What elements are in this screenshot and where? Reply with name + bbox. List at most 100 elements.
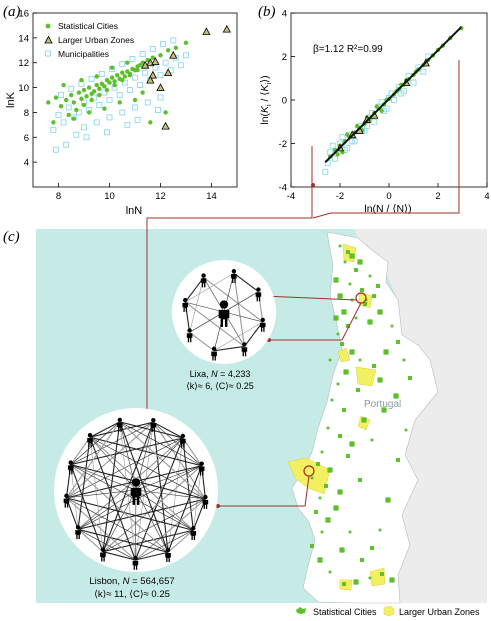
municipality-point bbox=[53, 146, 59, 153]
map-city-blob bbox=[328, 570, 332, 574]
person-icon bbox=[100, 547, 106, 562]
network-edge bbox=[89, 421, 121, 438]
statistical-city-point bbox=[173, 45, 178, 50]
network-edge bbox=[89, 436, 206, 500]
map-city-blob bbox=[317, 557, 323, 563]
municipality-point bbox=[63, 141, 70, 148]
statistical-city-point bbox=[58, 104, 64, 109]
statistical-city-point bbox=[92, 89, 97, 94]
map-city-blob bbox=[370, 438, 374, 442]
map-city-blob bbox=[338, 434, 342, 438]
network-edge bbox=[89, 436, 202, 467]
map-city-blob bbox=[337, 293, 343, 299]
municipality-point bbox=[420, 68, 427, 75]
statistical-city-point bbox=[63, 97, 69, 103]
statistical-city-point bbox=[107, 80, 112, 85]
statistical-city-point bbox=[354, 123, 360, 129]
municipality-point bbox=[371, 118, 378, 125]
map-city-blob bbox=[348, 282, 352, 286]
municipality-point bbox=[160, 41, 167, 48]
larger-urban-zone-point bbox=[148, 70, 158, 79]
network-edge bbox=[167, 465, 203, 553]
person-icon bbox=[67, 460, 74, 475]
network-edge bbox=[182, 437, 194, 531]
municipality-point bbox=[329, 142, 336, 149]
map-city-blob bbox=[346, 250, 350, 254]
person-icon bbox=[130, 478, 142, 505]
person-icon bbox=[202, 494, 209, 509]
larger-urban-zone-point bbox=[163, 68, 173, 77]
municipality-point bbox=[322, 168, 329, 175]
map-city-blob bbox=[393, 393, 399, 399]
network-edge bbox=[70, 464, 169, 553]
person-icon bbox=[117, 417, 123, 432]
municipality-point bbox=[134, 116, 141, 123]
map-city-blob bbox=[380, 572, 384, 576]
network-edge bbox=[119, 421, 202, 466]
statistical-city-point bbox=[102, 84, 107, 89]
municipality-point bbox=[157, 72, 164, 79]
map-city-blob bbox=[360, 288, 364, 292]
municipality-point bbox=[410, 79, 417, 86]
map-city-blob bbox=[349, 349, 355, 355]
network-edge bbox=[167, 437, 184, 553]
network-edge bbox=[152, 422, 169, 553]
statistical-city-point bbox=[165, 48, 171, 53]
municipality-point bbox=[121, 79, 128, 86]
map-legend-statistical-cities: Statistical Cities bbox=[313, 607, 377, 617]
municipality-point bbox=[157, 94, 164, 101]
legend-a: Statistical Cities Larger Urban Zones Mu… bbox=[44, 21, 134, 59]
callout-lines bbox=[146, 60, 460, 507]
statistical-city-point bbox=[66, 112, 71, 118]
statistical-city-point bbox=[104, 87, 110, 93]
x-tick-label-a: 12 bbox=[155, 191, 166, 202]
municipality-point bbox=[170, 37, 177, 44]
map-legend-larger-urban-zones: Larger Urban Zones bbox=[399, 607, 480, 617]
hub-edge bbox=[223, 311, 263, 323]
larger-urban-zone-point bbox=[202, 27, 211, 36]
x-tick-label-b: 0 bbox=[386, 191, 391, 202]
municipality-point bbox=[88, 75, 95, 82]
statistical-city-point bbox=[112, 79, 117, 84]
map-city-blob bbox=[342, 582, 346, 586]
municipality-point bbox=[106, 97, 113, 103]
hub-edge bbox=[135, 489, 137, 561]
network-lisbon bbox=[54, 408, 218, 572]
callout-dot-b bbox=[311, 183, 315, 187]
map-city-blob bbox=[357, 259, 363, 265]
municipality-point bbox=[132, 104, 138, 111]
map-city-blob bbox=[361, 417, 367, 423]
map-city-blob bbox=[337, 489, 343, 495]
hub-edge bbox=[185, 301, 225, 313]
map-city-blob bbox=[389, 577, 395, 583]
y-tick-label-b: 2 bbox=[282, 52, 287, 63]
statistical-city-point bbox=[150, 55, 156, 60]
larger-urban-zone-point bbox=[141, 60, 150, 69]
statistical-city-point bbox=[79, 77, 84, 83]
municipality-point bbox=[344, 144, 351, 151]
spain-region bbox=[355, 229, 487, 603]
network-edge bbox=[102, 465, 203, 553]
map-city-blob bbox=[390, 324, 394, 328]
map-city-blob bbox=[354, 316, 358, 320]
legend-label-larger-urban-zones: Larger Urban Zones bbox=[58, 35, 134, 45]
panel-label-b: (b) bbox=[258, 4, 276, 20]
network-edge bbox=[119, 421, 136, 561]
statistical-city-point bbox=[97, 92, 102, 98]
legend-swatch-larger-urban-zones bbox=[383, 605, 395, 617]
network-lixa bbox=[172, 260, 276, 364]
map-city-blob bbox=[376, 284, 380, 288]
network-edge bbox=[102, 498, 206, 552]
municipality-point bbox=[142, 69, 149, 76]
hub-edge bbox=[135, 422, 154, 491]
map-city-blob bbox=[328, 358, 332, 362]
statistical-city-point bbox=[71, 100, 77, 105]
municipality-point bbox=[149, 46, 156, 52]
municipality-point bbox=[106, 114, 113, 121]
person-icon bbox=[150, 417, 157, 432]
hub-edge bbox=[66, 489, 137, 499]
x-tick-label-a: 8 bbox=[56, 191, 61, 202]
larger-urban-zone-point bbox=[146, 75, 155, 84]
municipality-point bbox=[119, 61, 126, 67]
scatter-plot-b: -4 -2 0 2 4 -4 -2 0 2 4 β=1.12 R²=0.99 ln(N / ⟨N⟩… bbox=[259, 9, 490, 216]
